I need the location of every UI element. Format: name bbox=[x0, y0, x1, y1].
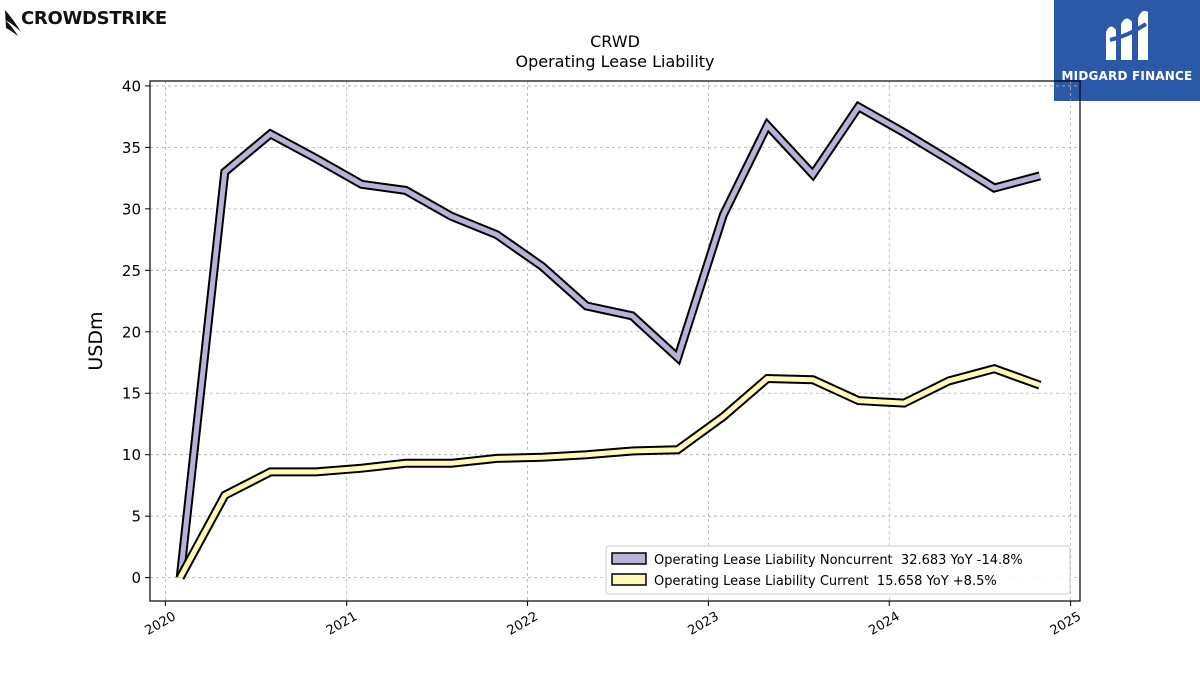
x-tick-label: 2022 bbox=[505, 609, 541, 639]
y-axis-label: USDm bbox=[85, 311, 107, 370]
legend-label-current: Operating Lease Liability Current 15.658… bbox=[654, 574, 997, 589]
x-tick-label: 2025 bbox=[1048, 609, 1084, 639]
crowdstrike-logo: CROWDSTRIKE bbox=[4, 4, 204, 40]
legend-swatch-noncurrent bbox=[611, 552, 647, 565]
chart-subtitle: Operating Lease Liability bbox=[515, 52, 714, 71]
legend-box bbox=[605, 545, 1071, 595]
series-line-noncurrent bbox=[177, 103, 1041, 578]
legend: Operating Lease Liability Noncurrent 32.… bbox=[605, 545, 1071, 595]
x-tick-label: 2020 bbox=[143, 609, 179, 639]
x-tick-label: 2023 bbox=[686, 609, 722, 639]
midgard-wordmark: MIDGARD FINANCE bbox=[1061, 69, 1193, 83]
x-axis-ticks: 2020 2021 2022 2023 2024 2025 bbox=[143, 601, 1084, 639]
legend-label-noncurrent: Operating Lease Liability Noncurrent 32.… bbox=[654, 553, 1023, 568]
series-layer bbox=[175, 100, 1042, 580]
crowdstrike-wordmark: CROWDSTRIKE bbox=[21, 8, 167, 29]
chart-title: CRWD bbox=[590, 32, 640, 51]
y-tick-label: 10 bbox=[122, 446, 141, 464]
series-line-noncurrent-outline bbox=[175, 100, 1042, 579]
x-tick-label: 2024 bbox=[866, 609, 902, 639]
y-tick-label: 0 bbox=[131, 569, 141, 587]
legend-swatch-current bbox=[611, 573, 647, 586]
y-tick-label: 40 bbox=[122, 77, 141, 95]
y-tick-label: 5 bbox=[131, 508, 141, 526]
falcon-icon bbox=[5, 10, 21, 36]
midgard-icon bbox=[1106, 10, 1148, 61]
y-tick-label: 30 bbox=[122, 200, 141, 218]
y-tick-label: 25 bbox=[122, 262, 141, 280]
x-tick-label: 2021 bbox=[324, 609, 360, 639]
series-line-current bbox=[178, 366, 1041, 579]
midgard-finance-logo: MIDGARD FINANCE bbox=[1054, 0, 1200, 101]
y-tick-label: 15 bbox=[122, 385, 141, 403]
y-axis-ticks: 0 5 10 15 20 25 30 35 40 bbox=[122, 77, 150, 587]
y-tick-label: 35 bbox=[122, 139, 141, 157]
plot-frame bbox=[149, 80, 1081, 602]
y-tick-label: 20 bbox=[122, 323, 141, 341]
